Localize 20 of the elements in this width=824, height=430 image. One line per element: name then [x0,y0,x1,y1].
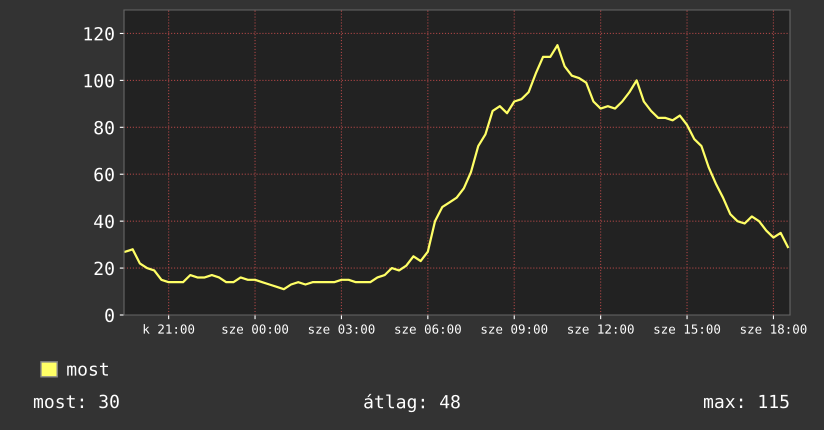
y-tick-label: 40 [94,214,114,228]
y-tick-label: 0 [105,308,114,322]
text: max: 115 [704,394,789,408]
x-tick-label: sze 12:00 [568,324,634,334]
text: átlag: 48 [364,394,460,412]
y-tick-label: 120 [84,26,114,41]
x-tick-label: sze 15:00 [654,324,720,334]
x-tick-label: k 21:00 [144,324,194,334]
x-tick-label: sze 09:00 [482,324,548,334]
x-tick-label: sze 00:00 [222,324,288,334]
x-tick-label: sze 06:00 [395,324,461,334]
y-tick-label: 20 [94,262,114,276]
x-tick-label: sze 03:00 [308,324,374,334]
y-tick-label: 80 [94,120,114,134]
y-tick-label: 60 [94,168,114,182]
y-tick-label: 100 [84,74,114,88]
text: most: 30 [34,394,119,408]
line-series [124,44,789,290]
legend-label: most [67,362,108,376]
x-tick-label: sze 18:00 [740,324,806,334]
